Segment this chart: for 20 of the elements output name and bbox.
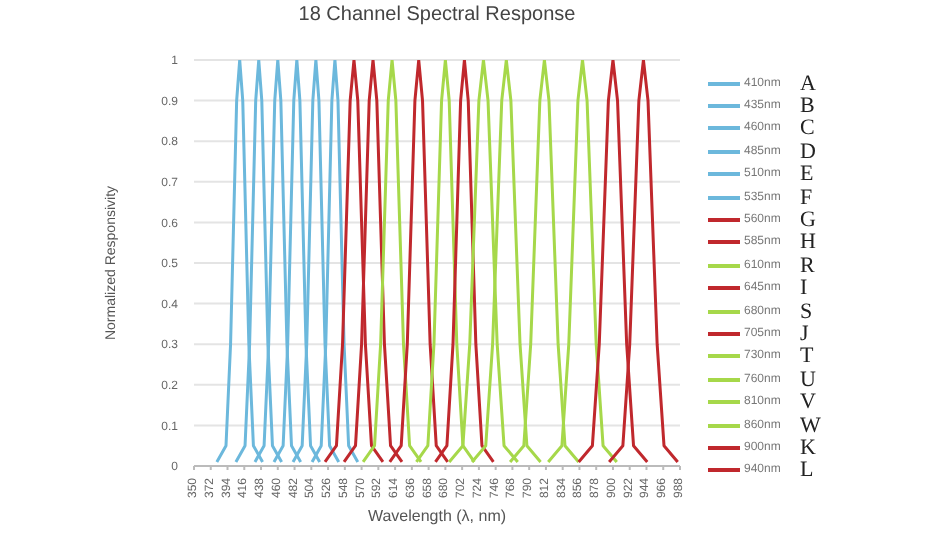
text: B (800, 94, 815, 119)
text: W (800, 413, 821, 438)
text: H (800, 230, 816, 255)
text: V (800, 390, 816, 415)
text: R (800, 253, 815, 278)
x-axis-title: Wavelength (λ, nm) (367, 507, 507, 526)
text: S (800, 299, 813, 324)
text: G (800, 208, 816, 233)
text: A (800, 71, 816, 96)
text: I (800, 276, 808, 301)
text: T (800, 344, 814, 369)
text: K (800, 435, 816, 460)
text: C (800, 116, 815, 141)
text: J (800, 322, 809, 346)
text: L (800, 458, 814, 483)
text: E (800, 162, 814, 187)
text: U (800, 367, 816, 392)
text: D (800, 139, 816, 164)
text: F (800, 185, 813, 210)
chart-title: 18 Channel Spectral Response (296, 4, 578, 26)
